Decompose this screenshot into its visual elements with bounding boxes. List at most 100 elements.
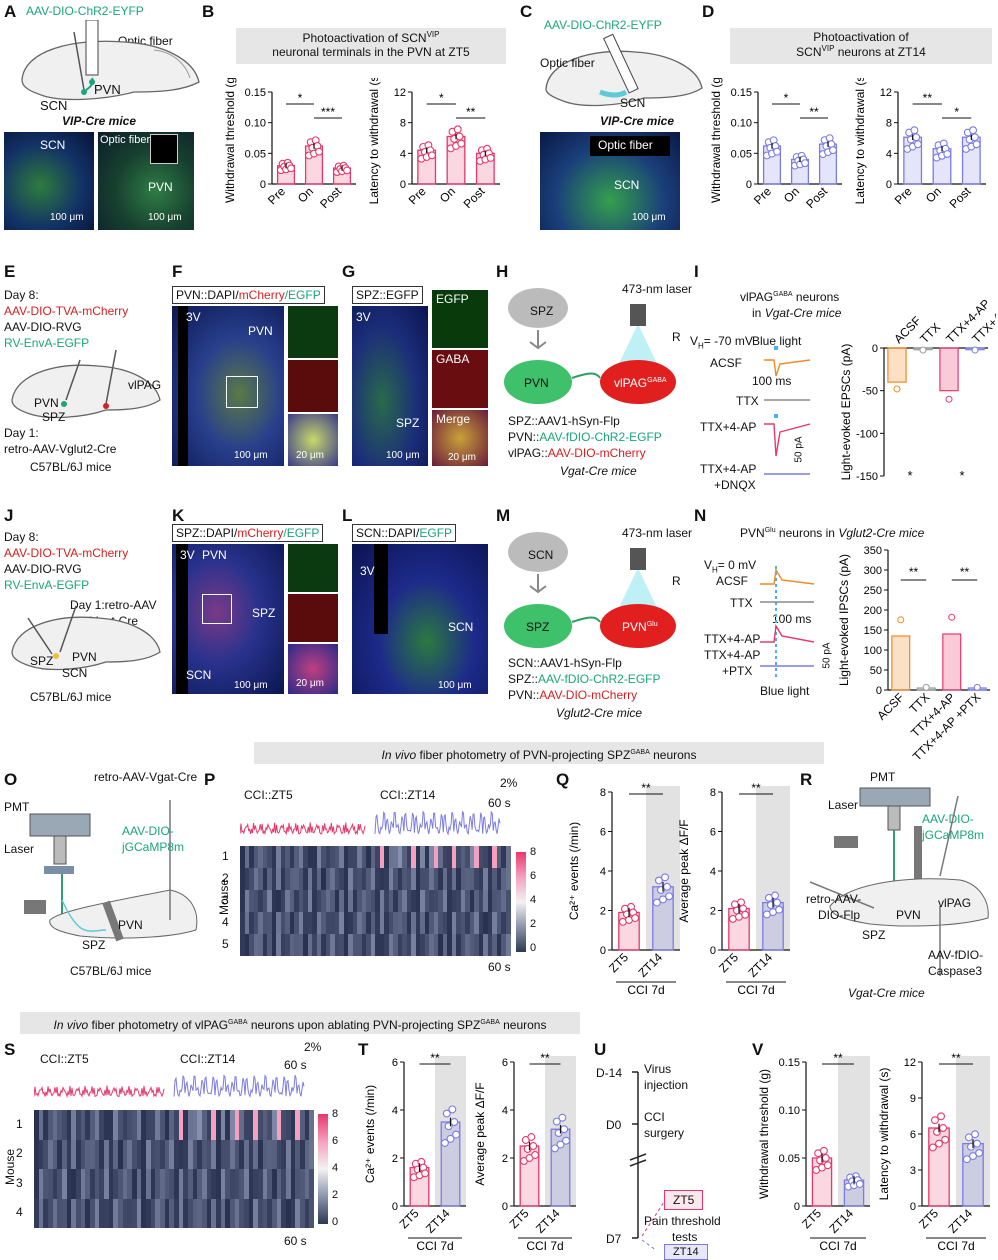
colorbar-tick: 0 [530,942,537,954]
trace-zt5 [240,822,366,836]
heat-cell [272,1110,278,1140]
heat-cell [244,890,250,912]
heat-cell [192,1198,198,1228]
heat-cell [505,868,511,890]
heat-cell [253,1110,259,1140]
heat-cell [501,912,506,934]
heat-cell [433,912,439,934]
heat-cell [258,846,263,868]
heat-cell [225,1198,231,1228]
timeline-d0: D0 [606,1118,622,1132]
title-part: in [752,306,765,320]
micrograph-f-merge: 20 μm [288,414,338,466]
img-label: 3V [356,310,371,324]
title-part: Vgat-Cre mice [764,306,842,320]
heat-cell [361,890,367,912]
heat-cell [465,912,470,934]
virus-line: AAV-DIO-mCherry [547,446,646,460]
heat-cell [146,1110,152,1140]
heat-cell [447,868,452,890]
heat-cell [474,890,479,912]
heat-cell [136,1139,142,1169]
y-tick-label: 2 [502,1153,508,1165]
sig-label: * [954,105,959,119]
y-tick-label: 12 [880,87,892,99]
time-scale: 60 s [488,796,511,810]
heat-cell [330,890,335,912]
data-point [556,1140,565,1149]
heat-cell [146,1139,152,1169]
heat-cell [66,1169,72,1199]
y-tick-label: 0.15 [779,1057,800,1069]
x-tick-label: ZT14 [423,1206,453,1236]
img-label: PVN [248,324,273,338]
y-tick-label: 0.10 [779,1105,800,1117]
chart-n-ipscs: 0 50 100 150 200 250 300 350 Light-evoked IPSCs … [837,545,990,762]
sig-label: ** [641,781,651,795]
heat-cell [438,868,443,890]
mouse-line-r: Vgat-Cre mice [848,986,925,1000]
mouse-line-o: C57BL/6J mice [70,964,152,978]
data-point [442,1109,451,1118]
data-point [913,140,922,149]
heat-cell [290,1110,296,1140]
data-point [855,1180,864,1188]
heat-cell [496,890,502,912]
data-point [937,1112,945,1121]
heat-cell [244,868,250,890]
heat-cell [312,846,317,868]
heat-cell [469,912,475,934]
heat-cell [325,912,331,934]
heat-cell [155,1139,161,1169]
header-part: mCherry [238,288,285,302]
time-scale: 60 s [284,1234,307,1248]
heat-cell [483,890,488,912]
heat-cell [90,1110,96,1140]
trace-label: +PTX [722,664,753,678]
heat-cell [343,890,349,912]
heat-cell [38,1110,44,1140]
heat-cell [496,934,502,956]
panel-label-f: F [172,262,183,281]
heat-cell [276,1169,282,1199]
zt14-label: CCI::ZT14 [380,788,436,802]
micrograph-g-main: 3V SPZ 100 μm [352,306,428,466]
heat-cell [271,846,277,868]
heat-cell [289,890,295,912]
heat-cell [38,1139,44,1169]
heat-cell [321,890,326,912]
scale-bar-label: 20 μm [448,452,476,463]
heat-cell [272,1198,278,1228]
virus-label: AAV-DIO- [122,824,174,838]
heat-cell [281,1198,287,1228]
heat-cell [294,912,299,934]
heat-cell [325,868,331,890]
heat-cell [285,934,290,956]
panel-g-header: SPZ::EGFP [352,286,423,304]
sig-label: ** [909,565,919,579]
heat-cell [474,868,479,890]
data-point [775,905,784,914]
heat-cell [370,912,376,934]
day1-virus: retro-AAV-Vglut2-Cre [4,442,117,456]
heat-cell [433,934,439,956]
colorbar-tick: 4 [530,894,537,906]
x-tick-label: Pre [751,184,774,207]
day8-label: Day 8: [4,288,39,302]
img-label: 3V [360,564,375,578]
virus-tva: AAV-DIO-TVA-mCherry [4,304,129,318]
heat-cell [438,846,443,868]
heat-cell [272,1169,278,1199]
heat-cell [298,934,304,956]
data-point [941,1135,950,1144]
heat-cell [271,912,277,934]
heat-cell [330,934,335,956]
heat-cell [393,912,398,934]
heat-cell [388,890,394,912]
vh-label: = -70 mV [703,334,753,348]
x-tick-label: ZT5 [507,1206,532,1231]
heat-cell [487,934,493,956]
heat-cell [183,1110,189,1140]
heat-cell [248,1139,254,1169]
heat-cell [442,868,448,890]
